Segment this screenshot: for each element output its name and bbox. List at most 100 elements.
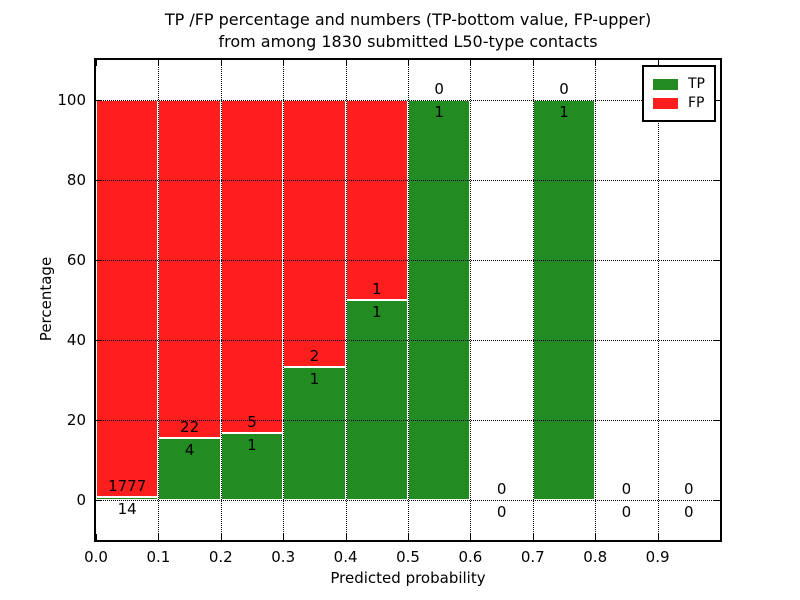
y-tick-label-20: 20	[66, 411, 86, 429]
x-tick-label-0.6: 0.6	[458, 548, 483, 566]
x-tick-label-0.8: 0.8	[583, 548, 608, 566]
y-tick-mark-right	[714, 180, 720, 181]
x-tick-mark-bottom	[595, 534, 597, 540]
x-gridline-0.4	[345, 60, 347, 540]
chart-title-line2: from among 1830 submitted L50-type conta…	[218, 32, 598, 51]
x-tick-label-0.3: 0.3	[271, 548, 296, 566]
fp-count-label-0: 1777	[108, 476, 147, 495]
x-gridline-0.7	[532, 60, 534, 540]
x-tick-mark-top	[595, 60, 597, 66]
y-axis-label: Percentage	[37, 256, 55, 342]
y-tick-mark-left	[96, 340, 102, 341]
tp-count-label-7: 1	[559, 103, 569, 121]
fp-bar-segment-3	[283, 100, 346, 367]
x-gridline-0.5	[408, 60, 409, 540]
x-tick-mark-top	[345, 60, 347, 66]
y-tick-mark-left	[96, 180, 102, 181]
chart-title-line1: TP /FP percentage and numbers (TP-bottom…	[164, 10, 652, 29]
x-tick-mark-top	[158, 60, 160, 66]
x-tick-mark-bottom	[283, 534, 285, 540]
x-tick-mark-bottom	[532, 534, 534, 540]
x-gridline-0.6	[470, 60, 472, 540]
legend-row-fp: FP	[653, 95, 705, 111]
y-tick-label-80: 80	[66, 171, 86, 189]
y-tick-mark-left	[96, 260, 102, 261]
plot-area: 1777 14 22 4 5 1 2 1 1 1 0 1 0 0 0 1 0 0 0 0 TP FP	[94, 58, 722, 542]
tp-count-label-4: 1	[372, 303, 382, 321]
tp-bar-segment-2	[220, 433, 284, 500]
x-gridline-0.2	[220, 60, 222, 540]
x-gridline-0.9	[657, 60, 659, 540]
y-tick-mark-left	[96, 500, 102, 501]
fp-bar-segment-0	[96, 100, 159, 497]
x-tick-label-0.7: 0.7	[520, 548, 545, 566]
fp-count-label-9: 0	[684, 480, 694, 498]
x-tick-mark-bottom	[220, 534, 222, 540]
x-tick-label-0.2: 0.2	[208, 548, 233, 566]
fp-bar-segment-2	[220, 100, 284, 434]
tp-bar-segment-4	[345, 300, 408, 500]
x-tick-mark-top	[96, 60, 97, 66]
x-tick-mark-top	[532, 60, 534, 66]
y-tick-mark-right	[714, 420, 720, 421]
tp-count-label-3: 1	[309, 369, 320, 388]
x-tick-mark-bottom	[345, 534, 347, 540]
tp-bar-segment-0	[96, 496, 159, 500]
x-tick-mark-top	[408, 60, 409, 66]
x-tick-mark-top	[470, 60, 472, 66]
legend-swatch-fp	[653, 97, 678, 109]
x-gridline-0.1	[158, 60, 160, 540]
x-tick-mark-bottom	[470, 534, 472, 540]
fp-count-label-2: 5	[247, 413, 257, 432]
x-axis-label: Predicted probability	[330, 569, 486, 587]
tp-count-label-5: 1	[434, 103, 444, 121]
x-tick-mark-bottom	[96, 534, 97, 540]
x-tick-mark-bottom	[657, 534, 659, 540]
tp-count-label-2: 1	[247, 436, 257, 455]
y-tick-mark-left	[96, 100, 102, 101]
fp-count-label-3: 2	[309, 346, 320, 365]
tp-bar-segment-5	[408, 100, 471, 500]
fp-bar-segment-1	[158, 100, 221, 439]
y-tick-mark-right	[714, 340, 720, 341]
fp-count-label-7: 0	[559, 80, 569, 98]
fp-count-label-1: 22	[180, 418, 200, 437]
fp-count-label-5: 0	[434, 80, 444, 98]
y-tick-mark-right	[714, 500, 720, 501]
x-tick-mark-bottom	[158, 534, 160, 540]
y-tick-mark-right	[714, 260, 720, 261]
x-tick-mark-bottom	[408, 534, 409, 540]
tp-count-label-9: 0	[684, 503, 694, 521]
x-tick-label-0.9: 0.9	[645, 548, 670, 566]
tp-bar-segment-7	[532, 100, 596, 500]
legend-swatch-tp	[653, 78, 678, 90]
x-gridline-0.3	[283, 60, 285, 540]
legend-row-tp: TP	[653, 76, 705, 92]
tp-count-label-6: 0	[496, 503, 507, 521]
y-tick-mark-left	[96, 420, 102, 421]
x-tick-mark-top	[220, 60, 222, 66]
x-gridline-0.8	[595, 60, 597, 540]
legend-label-fp: FP	[688, 95, 705, 111]
x-tick-label-0.0: 0.0	[84, 548, 108, 566]
y-tick-label-60: 60	[66, 251, 86, 269]
x-tick-label-0.5: 0.5	[396, 548, 420, 566]
fp-count-label-8: 0	[621, 480, 632, 498]
x-tick-label-0.1: 0.1	[146, 548, 171, 566]
y-tick-label-100: 100	[57, 91, 86, 109]
fp-bar-segment-4	[345, 100, 408, 300]
legend: TP FP	[642, 65, 716, 122]
y-tick-label-0: 0	[76, 491, 86, 509]
x-tick-mark-top	[283, 60, 285, 66]
tp-count-label-0: 14	[117, 499, 137, 518]
x-tick-label-0.4: 0.4	[333, 548, 358, 566]
x-tick-mark-top	[657, 60, 659, 66]
tp-bar-segment-3	[283, 366, 346, 500]
tp-count-label-1: 4	[184, 441, 195, 460]
legend-label-tp: TP	[688, 76, 705, 92]
y-tick-label-40: 40	[66, 331, 86, 349]
fp-count-label-4: 1	[372, 280, 382, 298]
y-tick-mark-right	[714, 100, 720, 101]
tp-count-label-8: 0	[621, 503, 632, 521]
